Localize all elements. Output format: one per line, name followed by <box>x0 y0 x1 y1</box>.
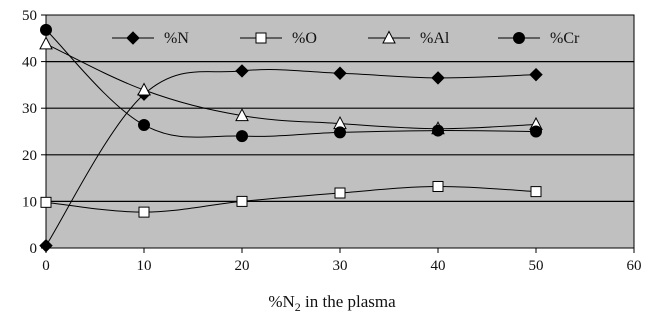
y-tick-label: 20 <box>22 148 37 164</box>
y-tick-label: 50 <box>22 8 37 24</box>
series-pct-o <box>40 180 542 218</box>
data-point <box>334 126 346 139</box>
legend-marker <box>382 30 396 44</box>
legend-marker <box>513 32 525 44</box>
data-point <box>235 64 249 78</box>
y-tick-label: 0 <box>30 241 38 257</box>
data-point <box>138 118 150 131</box>
legend-label: %O <box>292 30 317 47</box>
x-tick-label: 0 <box>42 258 50 274</box>
data-point <box>333 66 347 80</box>
data-point <box>530 186 542 198</box>
y-tick-label: 40 <box>22 55 37 71</box>
data-point <box>236 195 248 207</box>
series-line <box>45 185 537 213</box>
x-tick-label: 50 <box>529 258 544 274</box>
x-tick-label: 40 <box>431 258 446 274</box>
x-axis-label: %N2 in the plasma <box>268 292 396 314</box>
legend-item: %O <box>240 30 317 47</box>
legend: %N %O %Al %Cr <box>112 30 580 47</box>
data-point <box>432 180 444 192</box>
data-point <box>137 82 151 96</box>
x-axis-label-suffix: in the plasma <box>301 292 396 311</box>
x-tick-label: 20 <box>235 258 250 274</box>
y-tick-label: 10 <box>22 194 37 210</box>
series-line <box>45 43 537 130</box>
data-point <box>40 196 52 208</box>
legend-label: %N <box>164 30 189 47</box>
data-point <box>431 71 445 85</box>
legend-marker <box>255 32 267 44</box>
data-point <box>529 67 543 82</box>
series <box>39 23 543 253</box>
x-tick-label: 30 <box>333 258 348 274</box>
x-tick-label: 10 <box>137 258 152 274</box>
legend-label: %Cr <box>550 30 580 47</box>
legend-marker <box>126 31 140 45</box>
x-axis-label-prefix: %N <box>268 292 294 311</box>
data-point <box>39 238 53 253</box>
legend-item: %Al <box>368 30 450 47</box>
data-point <box>334 187 346 199</box>
series-pct-cr <box>40 23 542 143</box>
legend-label: %Al <box>420 30 450 47</box>
axes: 0 10 20 30 40 50 0 10 20 30 40 50 60 <box>22 8 642 274</box>
y-tick-label: 30 <box>22 101 37 117</box>
gridlines <box>46 60 634 202</box>
data-point <box>235 108 249 122</box>
x-axis-label-subscript: 2 <box>295 300 301 314</box>
x-tick-label: 60 <box>627 258 642 274</box>
data-point <box>138 206 150 218</box>
data-point <box>39 36 53 50</box>
legend-item: %N <box>112 30 189 47</box>
data-point <box>40 23 52 36</box>
data-point <box>530 125 542 138</box>
data-point <box>432 124 444 137</box>
legend-item: %Cr <box>498 30 580 47</box>
data-point <box>236 130 248 143</box>
